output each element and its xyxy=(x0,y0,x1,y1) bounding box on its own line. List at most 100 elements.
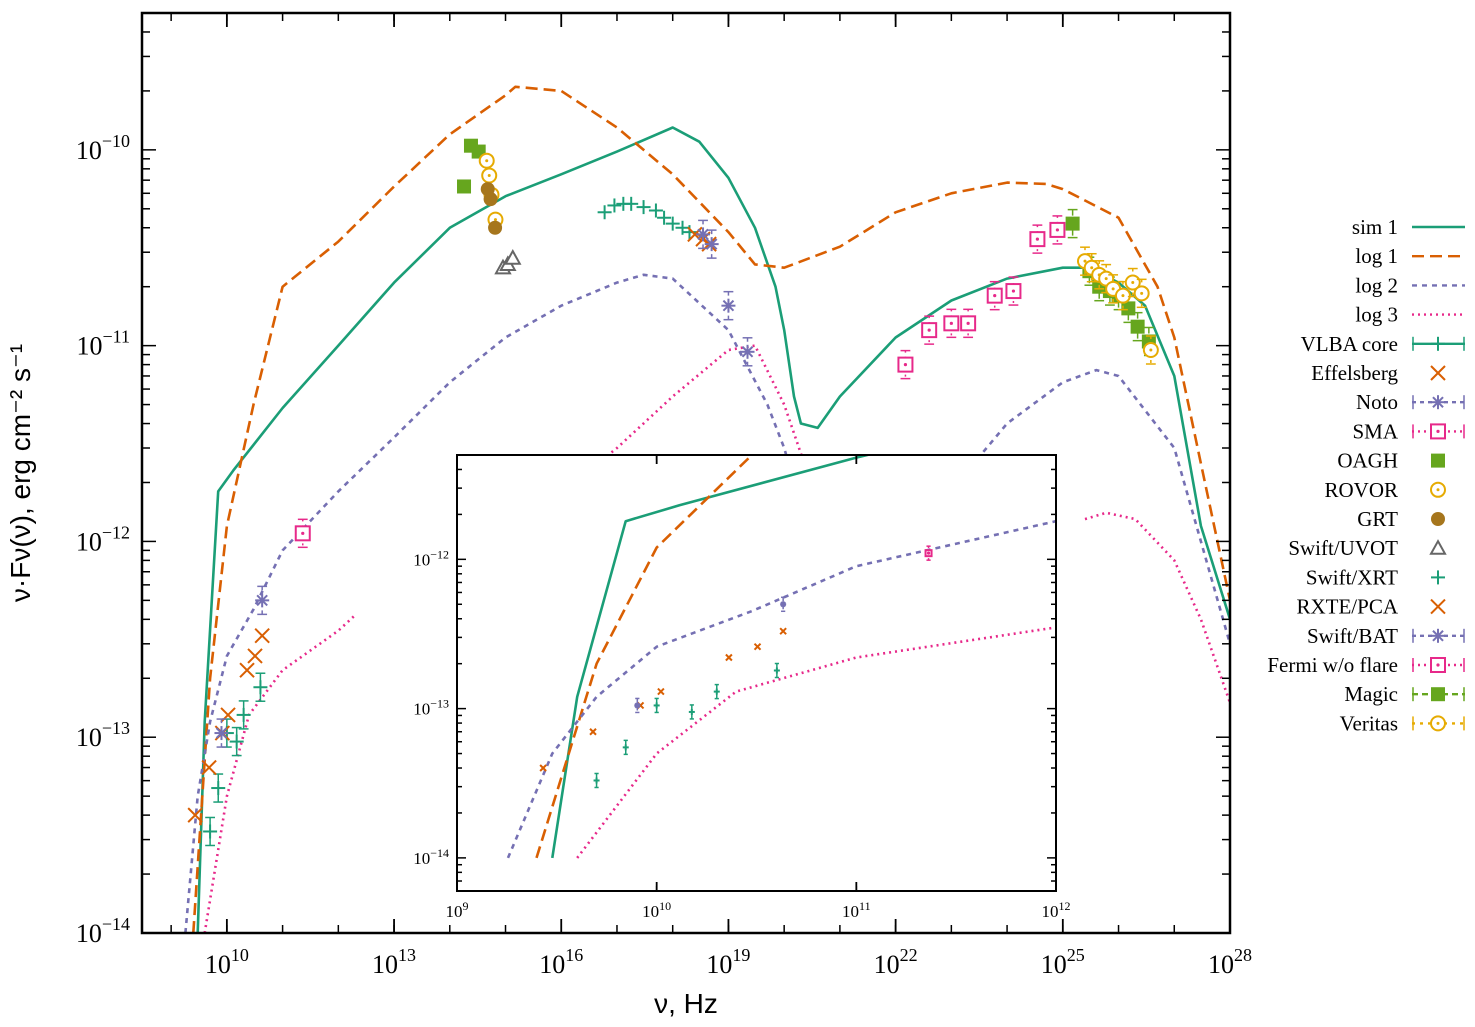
legend-entry: GRT xyxy=(1357,507,1445,531)
point-swift-xrt xyxy=(636,200,651,215)
legend-label: Noto xyxy=(1356,390,1398,414)
point-swift-xrt xyxy=(665,216,680,231)
legend-label: Swift/XRT xyxy=(1306,565,1398,589)
y-tick-label: 10−11 xyxy=(77,327,130,361)
y-tick-label: 10−13 xyxy=(413,697,449,719)
legend-marker xyxy=(1429,539,1447,555)
legend-entry: Effelsberg xyxy=(1311,361,1446,385)
legend-marker xyxy=(1431,336,1445,351)
point-vlba-core xyxy=(593,777,600,784)
curve-log-2 xyxy=(956,368,1230,645)
error-bar xyxy=(706,229,717,259)
curve-log-3 xyxy=(203,614,356,933)
point-swift-bat xyxy=(740,344,755,359)
point-vlba-core xyxy=(622,744,629,751)
legend-entry: Noto xyxy=(1356,390,1465,414)
point-effelsberg xyxy=(247,648,263,664)
point-veritas xyxy=(1124,274,1141,291)
point-noto xyxy=(214,726,229,741)
inset-curves xyxy=(506,455,1056,859)
error-bar xyxy=(1086,252,1097,283)
legend-label: SMA xyxy=(1352,419,1398,443)
legend-marker xyxy=(1430,481,1446,498)
y-tick-label: 10−12 xyxy=(413,547,449,569)
point-swift-xrt xyxy=(624,196,639,211)
x-tick-label: 109 xyxy=(446,899,469,921)
legend-label: log 1 xyxy=(1355,244,1398,268)
legend-label: Swift/UVOT xyxy=(1288,536,1398,560)
point-effelsberg xyxy=(201,759,217,776)
point-effelsberg xyxy=(779,627,787,635)
x-tick-label: 1013 xyxy=(372,945,416,979)
point-fermi-w-o-flare xyxy=(960,315,977,332)
x-tick-label: 1022 xyxy=(874,945,918,979)
error-bar xyxy=(216,718,227,748)
point-veritas xyxy=(1133,285,1150,302)
legend-label: Magic xyxy=(1344,682,1398,706)
point-effelsberg xyxy=(657,687,665,696)
point-oagh xyxy=(457,179,472,194)
x-tick-label: 1016 xyxy=(539,945,583,979)
legend-label: log 3 xyxy=(1355,303,1398,327)
point-effelsberg xyxy=(187,807,203,823)
error-bar xyxy=(723,290,734,321)
legend-entry: Swift/UVOT xyxy=(1288,536,1447,560)
point-swift-xrt xyxy=(597,205,612,220)
legend-label: GRT xyxy=(1357,507,1398,531)
point-veritas xyxy=(1142,341,1159,358)
x-tick-label: 1010 xyxy=(642,899,671,921)
plot-frame xyxy=(140,11,1232,935)
error-bar xyxy=(1080,246,1090,276)
point-rovor xyxy=(481,167,498,184)
inset-frame xyxy=(456,454,1057,892)
legend: sim 1 log 1 log 2 log 3 VLBA core Effelsberg N… xyxy=(1267,215,1465,735)
legend-marker xyxy=(1430,657,1446,673)
error-bar xyxy=(1108,274,1119,304)
y-tick-label: 10−10 xyxy=(76,131,130,165)
legend-marker xyxy=(1431,628,1445,643)
axis-ticks: 1010 1013 1016 1019 1022 1025 102810−1410−1310… xyxy=(76,12,1252,979)
x-tick-label: 1019 xyxy=(706,945,750,979)
point-fermi-w-o-flare xyxy=(986,287,1003,304)
inset-data-points xyxy=(539,545,933,789)
point-noto xyxy=(780,601,787,608)
error-bar xyxy=(635,697,640,714)
legend-marker xyxy=(1431,570,1445,585)
legend-entry: log 1 xyxy=(1355,244,1465,268)
point-swift-uvot xyxy=(504,249,522,265)
legend-marker xyxy=(1431,512,1445,526)
point-swift-xrt xyxy=(648,203,663,218)
point-vlba-core xyxy=(713,688,720,695)
point-magic xyxy=(1065,216,1080,231)
point-swift-bat xyxy=(704,237,719,252)
legend-entry: SMA xyxy=(1352,419,1465,443)
point-vlba-core xyxy=(253,680,268,695)
y-tick-label: 10−14 xyxy=(76,914,130,948)
legend-label: RXTE/PCA xyxy=(1296,595,1398,619)
x-tick-label: 1010 xyxy=(205,945,249,979)
data-points xyxy=(187,138,1159,847)
point-fermi-w-o-flare xyxy=(1005,283,1022,300)
curve-log-3 xyxy=(1084,511,1230,704)
point-fermi-w-o-flare xyxy=(1029,231,1046,248)
y-tick-label: 10−13 xyxy=(76,718,130,752)
legend-marker xyxy=(1431,453,1445,468)
point-grt xyxy=(483,192,498,207)
y-axis-label: ν·Fν(ν), erg cm⁻² s⁻¹ xyxy=(5,344,36,602)
legend-entry: log 3 xyxy=(1355,303,1465,327)
point-vlba-core xyxy=(773,667,780,674)
error-bar xyxy=(1094,260,1105,290)
error-bar xyxy=(1136,278,1147,309)
point-vlba-core xyxy=(688,708,695,715)
point-fermi-w-o-flare xyxy=(1049,221,1066,238)
legend-entry: Swift/BAT xyxy=(1307,624,1465,648)
legend-entry: Fermi w/o flare xyxy=(1267,653,1465,677)
legend-label: Swift/BAT xyxy=(1307,624,1398,648)
legend-entry: log 2 xyxy=(1355,273,1465,297)
curve-log-2 xyxy=(506,519,1056,859)
point-swift-xrt xyxy=(607,198,622,213)
legend-marker xyxy=(1430,715,1446,732)
point-rovor xyxy=(478,152,495,169)
y-tick-label: 10−12 xyxy=(76,522,130,556)
